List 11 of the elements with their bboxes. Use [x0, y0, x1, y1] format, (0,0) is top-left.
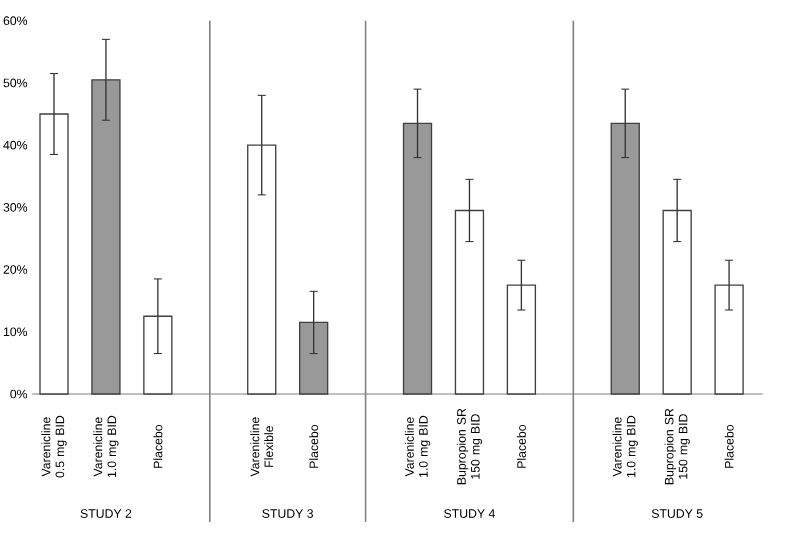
bar: [402, 122, 433, 395]
bar: [39, 113, 69, 395]
bar: [298, 321, 329, 395]
bar: [714, 284, 744, 395]
bar: [247, 144, 277, 395]
bar: [610, 122, 640, 395]
bar: [143, 315, 173, 395]
bar: [506, 284, 537, 395]
bar: [91, 79, 121, 395]
bar: [454, 209, 485, 395]
bar: [662, 209, 692, 395]
